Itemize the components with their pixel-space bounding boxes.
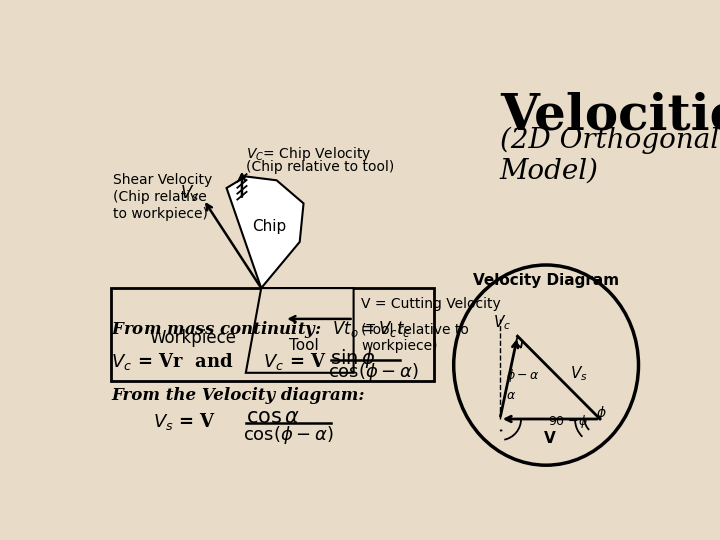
Text: Workpiece: Workpiece bbox=[150, 329, 237, 347]
Text: Tool: Tool bbox=[289, 339, 318, 353]
Text: (2D Orthogonal
Model): (2D Orthogonal Model) bbox=[500, 126, 719, 185]
Polygon shape bbox=[246, 288, 354, 373]
Bar bbox=[111, 288, 434, 381]
Text: $V_s$: $V_s$ bbox=[570, 364, 588, 383]
Text: (Chip relative to tool): (Chip relative to tool) bbox=[246, 160, 394, 174]
Text: $\alpha$: $\alpha$ bbox=[506, 389, 516, 402]
Text: $V_c$: $V_c$ bbox=[493, 314, 511, 332]
Text: Chip: Chip bbox=[252, 219, 286, 234]
Text: V = Cutting Velocity: V = Cutting Velocity bbox=[361, 297, 501, 311]
Text: $V_s$: $V_s$ bbox=[181, 184, 199, 204]
Text: Velocity Diagram: Velocity Diagram bbox=[473, 273, 619, 288]
Text: Shear Velocity
(Chip relative
to workpiece): Shear Velocity (Chip relative to workpie… bbox=[113, 173, 212, 221]
Polygon shape bbox=[227, 177, 304, 288]
Text: $\phi-\alpha$: $\phi-\alpha$ bbox=[506, 367, 540, 384]
Ellipse shape bbox=[454, 265, 639, 465]
Text: From mass continuity:  $Vt_o = V_ct_c$: From mass continuity: $Vt_o = V_ct_c$ bbox=[111, 319, 411, 340]
Text: Velocities: Velocities bbox=[500, 92, 720, 141]
Text: From the Velocity diagram:: From the Velocity diagram: bbox=[111, 387, 364, 404]
Text: V: V bbox=[544, 431, 556, 447]
Text: (Tool relative to
workpiece): (Tool relative to workpiece) bbox=[361, 323, 469, 353]
Text: 90 $-\phi$: 90 $-\phi$ bbox=[548, 413, 588, 430]
Text: $\cos\alpha$: $\cos\alpha$ bbox=[246, 407, 300, 427]
Text: $V_c$ = Vr  and     $V_c$ = V: $V_c$ = Vr and $V_c$ = V bbox=[111, 351, 327, 372]
Text: $V_C$= Chip Velocity: $V_C$= Chip Velocity bbox=[246, 145, 372, 164]
Text: $\cos(\phi-\alpha)$: $\cos(\phi-\alpha)$ bbox=[243, 423, 334, 446]
Text: $V_s$ = V: $V_s$ = V bbox=[153, 411, 217, 433]
Text: $\cos(\phi-\alpha)$: $\cos(\phi-\alpha)$ bbox=[328, 361, 419, 383]
Text: $\phi$: $\phi$ bbox=[596, 403, 607, 422]
Text: $\sin\phi$: $\sin\phi$ bbox=[330, 347, 376, 369]
